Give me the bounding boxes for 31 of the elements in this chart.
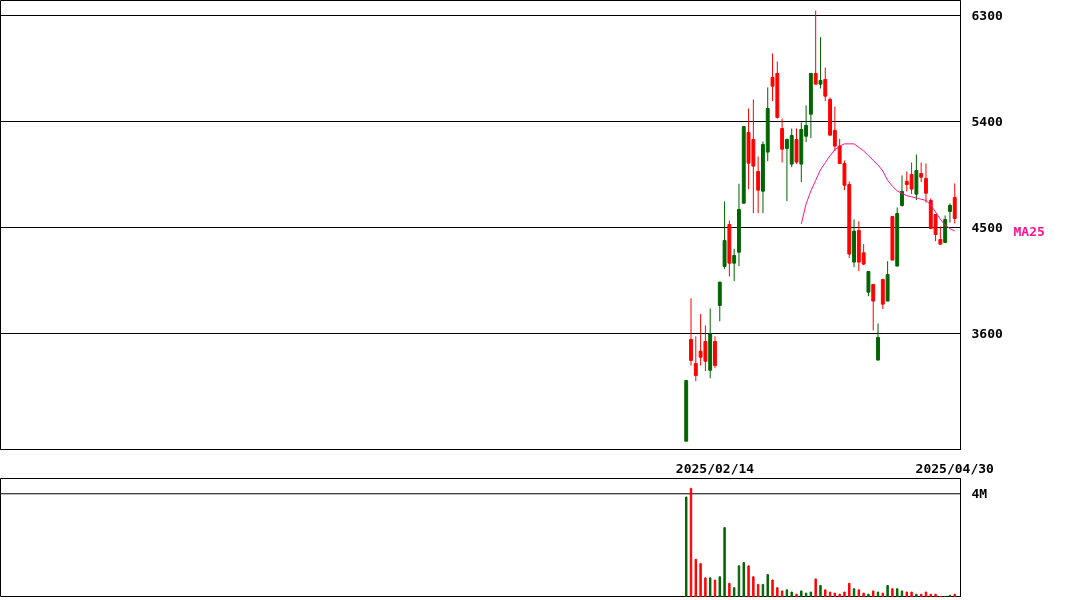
candlestick — [952, 182, 957, 224]
y-tick-label: 5400 — [971, 113, 1003, 129]
candlestick — [876, 322, 880, 361]
candlestick — [813, 10, 818, 85]
candlestick — [914, 153, 919, 201]
candlestick — [780, 118, 785, 163]
candlestick — [818, 36, 823, 89]
candlestick — [698, 313, 703, 367]
candlestick — [732, 248, 737, 282]
candlestick — [689, 297, 693, 367]
candlestick — [919, 161, 924, 183]
candlestick — [693, 335, 698, 382]
candlestick — [717, 281, 722, 322]
candlestick — [866, 271, 871, 297]
candlestick — [900, 174, 904, 208]
candlestick — [909, 161, 914, 195]
x-tick-label: 2025/04/30 — [915, 460, 995, 476]
candlestick — [756, 155, 761, 214]
candlestick — [871, 283, 876, 331]
ref-line-label: 4M — [971, 486, 988, 502]
candlestick — [823, 67, 828, 102]
x-tick-label: 2025/02/14 — [675, 460, 755, 476]
candlestick — [924, 163, 928, 203]
candlestick — [948, 202, 952, 224]
y-tick-label: 3600 — [971, 325, 1003, 341]
candlestick — [794, 128, 799, 165]
candlestick — [943, 214, 948, 243]
candlestick — [703, 324, 708, 372]
y-tick-label: 4500 — [971, 219, 1003, 235]
text: MA25 — [1013, 223, 1045, 239]
y-tick-label: 6300 — [971, 7, 1003, 23]
